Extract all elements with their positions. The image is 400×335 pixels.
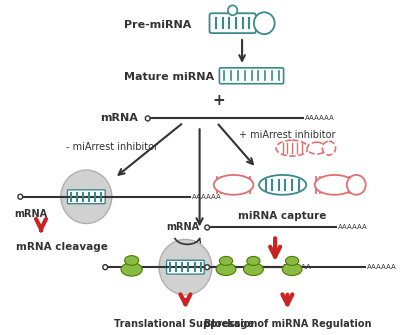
Text: + miArrest inhibitor: + miArrest inhibitor	[239, 130, 336, 140]
Ellipse shape	[259, 175, 306, 195]
Text: AAAAAA: AAAAAA	[282, 264, 312, 270]
Text: AAAAAA: AAAAAA	[305, 116, 335, 121]
Ellipse shape	[214, 175, 254, 195]
Circle shape	[347, 175, 366, 195]
FancyBboxPatch shape	[210, 13, 256, 33]
Circle shape	[103, 265, 108, 270]
FancyBboxPatch shape	[166, 260, 204, 274]
Ellipse shape	[286, 256, 299, 265]
Ellipse shape	[315, 175, 354, 195]
Circle shape	[18, 194, 23, 199]
Circle shape	[205, 225, 210, 230]
Ellipse shape	[124, 256, 139, 265]
Circle shape	[61, 170, 112, 223]
Ellipse shape	[220, 256, 233, 265]
Ellipse shape	[247, 256, 260, 265]
Ellipse shape	[276, 140, 308, 156]
Text: AAAAAA: AAAAAA	[338, 224, 368, 230]
Text: Mature miRNA: Mature miRNA	[124, 72, 214, 82]
Text: Blockage of miRNA Regulation: Blockage of miRNA Regulation	[204, 319, 371, 329]
Circle shape	[205, 265, 210, 270]
Ellipse shape	[216, 263, 236, 275]
Ellipse shape	[307, 142, 326, 154]
Circle shape	[159, 240, 212, 295]
Text: Pre-miRNA: Pre-miRNA	[124, 20, 192, 30]
Circle shape	[322, 141, 336, 155]
Ellipse shape	[244, 263, 263, 275]
Ellipse shape	[282, 263, 302, 275]
Text: mRNA: mRNA	[100, 114, 138, 123]
Text: Translational Suppression: Translational Suppression	[114, 319, 257, 329]
Circle shape	[145, 116, 150, 121]
Circle shape	[254, 12, 275, 34]
Text: miRNA capture: miRNA capture	[238, 211, 327, 221]
Text: - miArrest inhibitor: - miArrest inhibitor	[66, 142, 158, 152]
Text: mRNA: mRNA	[166, 222, 200, 232]
Text: AAAAAA: AAAAAA	[192, 194, 222, 200]
Ellipse shape	[121, 263, 142, 276]
Text: mRNA: mRNA	[15, 209, 48, 219]
Text: AAAAAA: AAAAAA	[367, 264, 396, 270]
FancyBboxPatch shape	[220, 68, 284, 84]
Text: mRNA cleavage: mRNA cleavage	[16, 242, 108, 252]
FancyBboxPatch shape	[68, 190, 105, 204]
Text: +: +	[212, 93, 225, 108]
Circle shape	[228, 5, 237, 15]
